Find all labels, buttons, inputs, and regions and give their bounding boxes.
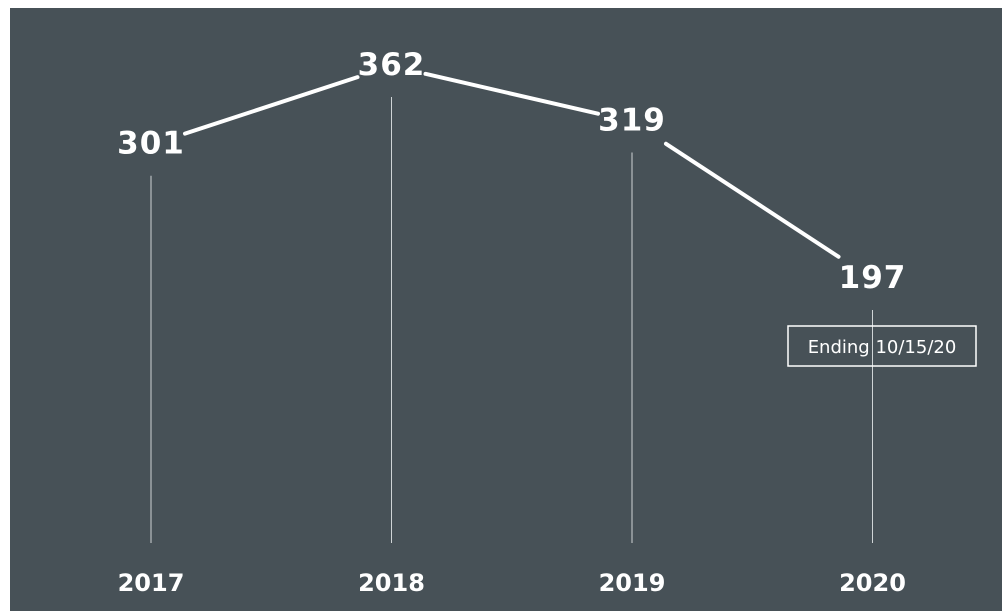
year-label-2020: 2020 [839,569,906,597]
line-chart: 301 362 319 197 2017 2018 2019 2020 Ending 10/… [117,47,977,597]
annotation-text: Ending 10/15/20 [808,337,957,358]
value-label-2019: 319 [598,103,666,139]
year-label-2017: 2017 [118,569,185,597]
line-segment-2017-2018 [183,75,360,136]
year-label-2019: 2019 [599,569,666,597]
annotation-box [787,325,977,367]
year-label-2018: 2018 [358,569,425,597]
chart-panel: 301 362 319 197 2017 2018 2019 2020 Ending 10/… [10,8,1002,611]
line-segment-2018-2019 [423,71,600,116]
value-label-2017: 301 [117,126,185,162]
value-label-2018: 362 [358,47,426,83]
value-label-2020: 197 [839,260,907,296]
line-segment-2019-2020 [664,141,841,259]
